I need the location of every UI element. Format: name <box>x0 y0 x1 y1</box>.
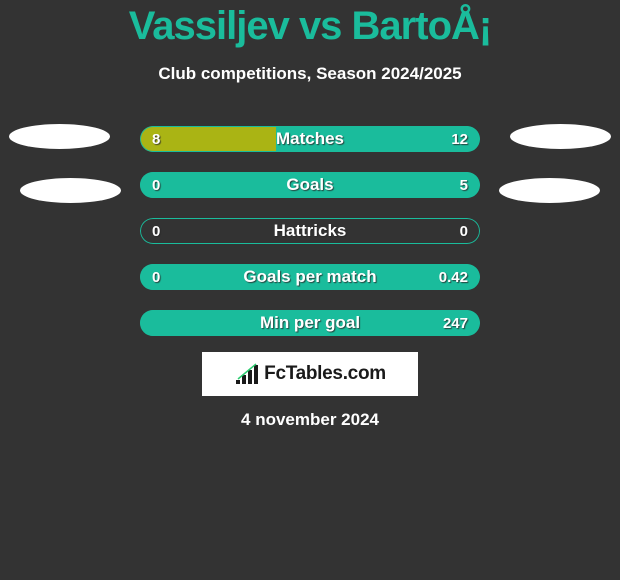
stat-row: 00.42Goals per match <box>140 264 480 290</box>
player-left-ellipse-2 <box>20 178 121 203</box>
player-left-ellipse-1 <box>9 124 110 149</box>
player-right-ellipse-1 <box>510 124 611 149</box>
stat-row: 247Min per goal <box>140 310 480 336</box>
stat-right-fill <box>140 310 480 336</box>
comparison-infographic: Vassiljev vs BartoÅ¡ Club competitions, … <box>0 0 620 580</box>
stat-row: 05Goals <box>140 172 480 198</box>
stat-row: 0 0Hattricks <box>140 218 480 244</box>
stat-row: 812Matches <box>140 126 480 152</box>
stat-left-fill <box>140 126 276 152</box>
date-text: 4 november 2024 <box>0 410 620 430</box>
page-title: Vassiljev vs BartoÅ¡ <box>0 4 620 49</box>
logo-text: FcTables.com <box>264 363 386 385</box>
subtitle: Club competitions, Season 2024/2025 <box>0 64 620 84</box>
stat-right-fill <box>140 172 480 198</box>
stat-right-fill <box>276 126 480 152</box>
stat-left-value: 0 <box>152 218 160 244</box>
stat-label: Hattricks <box>140 218 480 244</box>
player-right-ellipse-2 <box>499 178 600 203</box>
stat-right-fill <box>140 264 480 290</box>
bar-chart-icon <box>234 363 260 385</box>
stat-outline <box>140 218 480 244</box>
stat-right-value: 0 <box>460 218 468 244</box>
fctables-logo: FcTables.com <box>202 352 418 396</box>
